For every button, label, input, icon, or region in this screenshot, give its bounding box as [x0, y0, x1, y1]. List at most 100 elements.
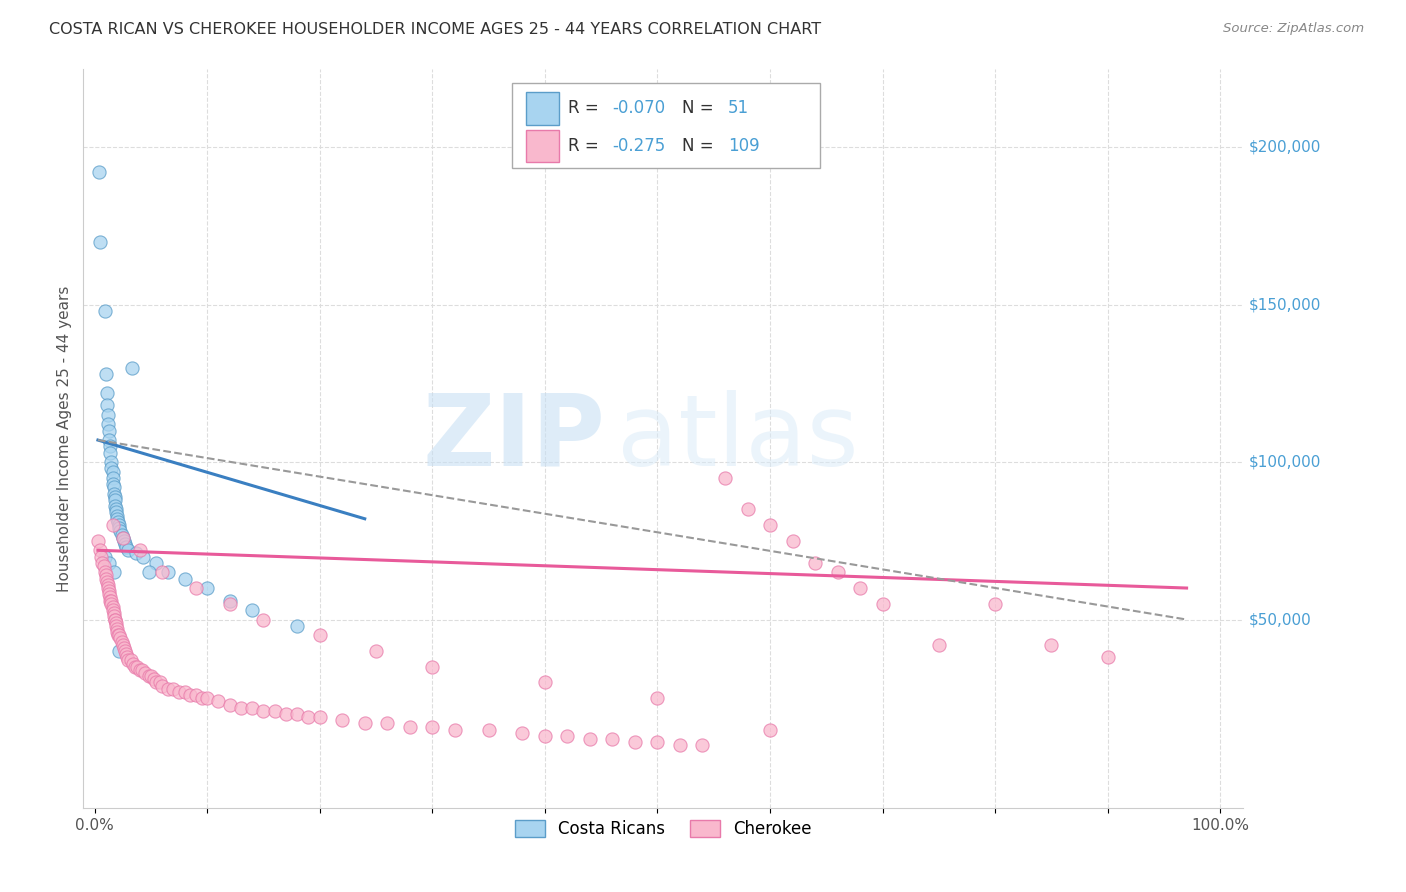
Point: [101, 599, 124, 614]
Point: [105, 625, 128, 640]
Point: [93, 549, 115, 564]
Point: [534, 729, 557, 743]
Point: [420, 659, 443, 673]
Point: [97, 578, 120, 592]
Point: [97, 417, 120, 432]
Text: N =: N =: [682, 100, 718, 118]
Point: [107, 515, 129, 529]
Point: [274, 706, 297, 721]
Point: [252, 704, 274, 718]
Point: [104, 619, 127, 633]
Point: [100, 455, 122, 469]
Point: [93, 304, 115, 318]
Y-axis label: Householder Income Ages 25 - 44 years: Householder Income Ages 25 - 44 years: [58, 285, 72, 591]
Point: [105, 622, 128, 636]
Point: [100, 597, 122, 611]
Point: [103, 486, 125, 500]
Point: [115, 650, 138, 665]
Point: [218, 698, 240, 712]
Text: ZIP: ZIP: [422, 390, 605, 487]
Point: [149, 675, 172, 690]
Point: [557, 729, 579, 743]
Point: [827, 566, 849, 580]
Point: [477, 723, 499, 737]
Point: [89, 235, 111, 249]
Point: [692, 739, 714, 753]
Point: [759, 723, 782, 737]
Point: [114, 644, 136, 658]
Point: [647, 735, 669, 749]
Point: [103, 609, 125, 624]
Point: [195, 691, 218, 706]
Point: [190, 691, 212, 706]
Point: [117, 653, 139, 667]
Point: [104, 490, 127, 504]
Point: [94, 572, 117, 586]
Point: [285, 706, 308, 721]
Point: [105, 508, 128, 523]
Text: $50,000: $50,000: [1249, 612, 1312, 627]
Point: [173, 572, 195, 586]
Point: [121, 360, 143, 375]
Point: [195, 581, 218, 595]
Point: [97, 408, 120, 422]
Point: [98, 445, 121, 459]
Point: [104, 615, 127, 630]
Point: [132, 549, 155, 564]
Point: [375, 716, 398, 731]
Bar: [526, 130, 558, 162]
Point: [98, 584, 121, 599]
Point: [240, 603, 263, 617]
Point: [98, 593, 121, 607]
Point: [105, 512, 128, 526]
Point: [398, 720, 420, 734]
Point: [145, 556, 167, 570]
Point: [252, 613, 274, 627]
Point: [173, 685, 195, 699]
Point: [150, 679, 173, 693]
Point: [128, 663, 150, 677]
Point: [364, 644, 387, 658]
Point: [218, 593, 240, 607]
Point: [101, 518, 124, 533]
Point: [125, 546, 148, 560]
Text: $200,000: $200,000: [1249, 140, 1322, 154]
Point: [98, 433, 121, 447]
Point: [96, 399, 118, 413]
Point: [104, 613, 127, 627]
Point: [229, 700, 252, 714]
Point: [1040, 638, 1063, 652]
Point: [101, 465, 124, 479]
Point: [179, 688, 201, 702]
Point: [330, 713, 353, 727]
Point: [104, 499, 127, 513]
Point: [107, 628, 129, 642]
Point: [782, 533, 804, 548]
Point: [110, 524, 132, 539]
Point: [104, 492, 127, 507]
Point: [103, 606, 125, 620]
Point: [138, 669, 160, 683]
Point: [98, 556, 121, 570]
Point: [128, 543, 150, 558]
Text: 109: 109: [728, 137, 759, 155]
Point: [101, 603, 124, 617]
Point: [127, 659, 149, 673]
Point: [124, 659, 146, 673]
Point: [96, 385, 118, 400]
Point: [139, 669, 162, 683]
Point: [240, 700, 263, 714]
Point: [297, 710, 319, 724]
Text: 51: 51: [728, 100, 749, 118]
Text: COSTA RICAN VS CHEROKEE HOUSEHOLDER INCOME AGES 25 - 44 YEARS CORRELATION CHART: COSTA RICAN VS CHEROKEE HOUSEHOLDER INCO…: [49, 22, 821, 37]
Point: [308, 710, 330, 724]
Point: [138, 566, 160, 580]
Point: [87, 533, 110, 548]
Point: [110, 632, 132, 646]
Point: [115, 647, 138, 661]
Point: [602, 732, 624, 747]
Bar: [526, 92, 558, 125]
Point: [928, 638, 950, 652]
Point: [111, 531, 134, 545]
Point: [94, 568, 117, 582]
